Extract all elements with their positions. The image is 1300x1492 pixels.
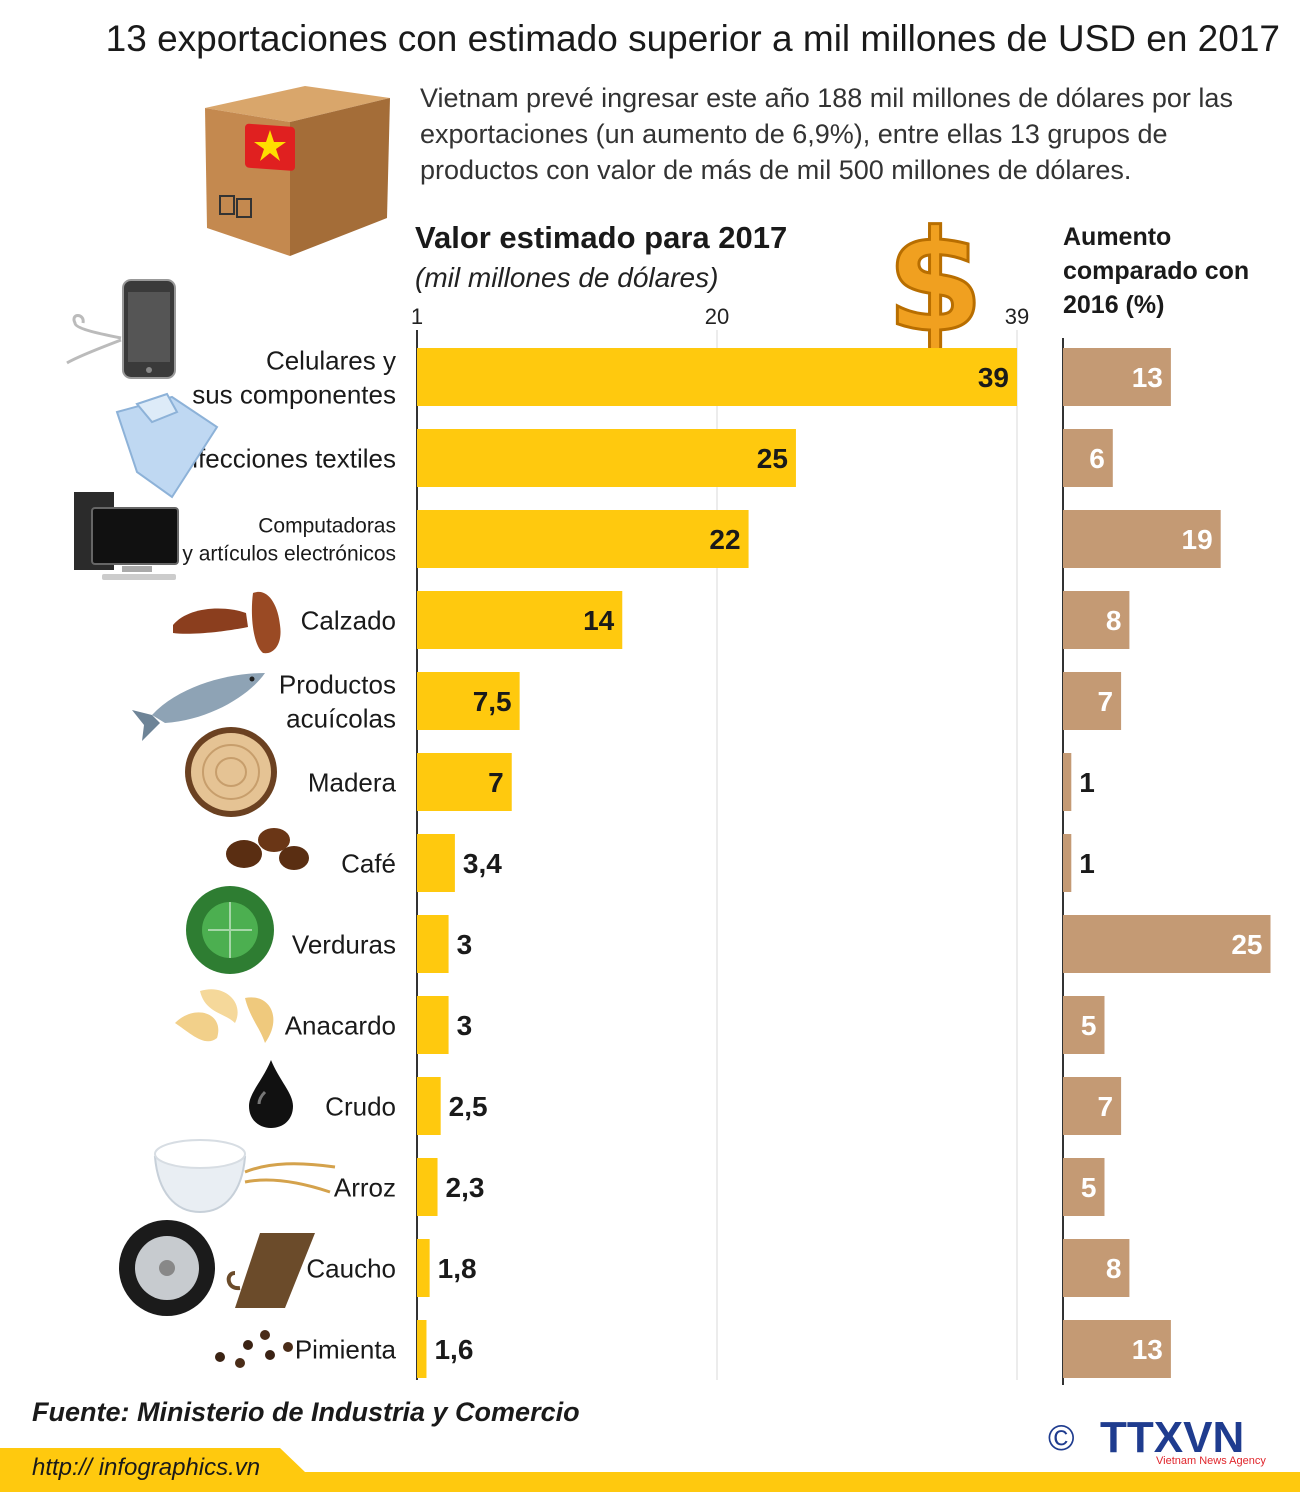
value-bar xyxy=(417,348,1017,406)
value-label: 3 xyxy=(457,929,473,960)
increase-label: 25 xyxy=(1231,929,1262,960)
category-label: acuícolas xyxy=(286,703,396,733)
value-bar xyxy=(417,753,512,811)
coffee-icon xyxy=(226,828,309,870)
increase-label: 5 xyxy=(1081,1010,1097,1041)
category-label: Computadoras xyxy=(258,515,396,538)
intro-text: Vietnam prevé ingresar este año 188 mil … xyxy=(420,83,1233,185)
source-url[interactable]: http:// infographics.vn xyxy=(32,1454,261,1481)
value-bar xyxy=(417,1239,430,1297)
value-bar xyxy=(417,834,455,892)
value-bar xyxy=(417,996,449,1054)
category-label: y artículos electrónicos xyxy=(182,543,396,566)
fish-icon xyxy=(132,673,265,741)
url-band xyxy=(0,1448,1300,1492)
source-note: Fuente: Ministerio de Industria y Comerc… xyxy=(32,1397,580,1427)
rubber-tire-icon xyxy=(119,1220,315,1316)
value-bar xyxy=(417,1320,427,1378)
increase-bar xyxy=(1063,348,1171,406)
increase-label: 8 xyxy=(1106,605,1122,636)
increase-bar xyxy=(1063,834,1072,892)
increase-bar xyxy=(1063,1239,1130,1297)
copyright-symbol: © xyxy=(1048,1417,1075,1458)
cashew-icon xyxy=(175,989,274,1043)
increase-label: 13 xyxy=(1132,1334,1163,1365)
brand-subtitle: Vietnam News Agency xyxy=(1156,1455,1266,1467)
category-label: Caucho xyxy=(306,1253,396,1283)
value-bar xyxy=(417,510,749,568)
increase-bar xyxy=(1063,510,1221,568)
increase-bar xyxy=(1063,996,1105,1054)
value-bar xyxy=(417,591,623,649)
increase-bar xyxy=(1063,429,1113,487)
value-bar xyxy=(417,1077,441,1135)
wood-icon xyxy=(185,727,277,817)
increase-column-title: Aumento comparado con 2016 (%) xyxy=(1063,223,1250,319)
category-label: Anacardo xyxy=(285,1010,396,1040)
value-bar xyxy=(417,1158,438,1216)
category-label: sus componentes xyxy=(192,379,396,409)
computer-icon xyxy=(74,492,179,580)
category-label: Productos xyxy=(279,669,396,699)
phone-icon xyxy=(66,279,176,379)
category-label: Calzado xyxy=(301,605,396,635)
brand-name: TTXVN xyxy=(1100,1413,1244,1462)
category-label: Madera xyxy=(308,767,397,797)
category-label: Café xyxy=(341,848,396,878)
increase-label: 7 xyxy=(1098,1091,1114,1122)
chart-subtitle: (mil millones de dólares) xyxy=(415,262,719,293)
category-label: Verduras xyxy=(292,929,396,959)
x-tick-label: 20 xyxy=(705,304,729,329)
increase-label: 5 xyxy=(1081,1172,1097,1203)
increase-label: 19 xyxy=(1182,524,1213,555)
box-icon xyxy=(205,86,390,256)
value-label: 14 xyxy=(583,605,615,636)
value-label: 1,6 xyxy=(434,1334,473,1365)
ttxvn-logo: © TTXVN Vietnam News Agency xyxy=(1048,1413,1266,1467)
value-label: 39 xyxy=(978,362,1009,393)
increase-label: 1 xyxy=(1079,767,1095,798)
increase-label: 8 xyxy=(1106,1253,1122,1284)
x-tick-label: 1 xyxy=(411,304,423,329)
value-label: 3 xyxy=(457,1010,473,1041)
value-bar xyxy=(417,672,520,730)
value-label: 25 xyxy=(757,443,788,474)
oil-drop-icon xyxy=(249,1060,293,1128)
value-label: 2,3 xyxy=(446,1172,485,1203)
page-title: 13 exportaciones con estimado superior a… xyxy=(105,18,1280,59)
chart-title: Valor estimado para 2017 xyxy=(415,220,788,255)
increase-label: 13 xyxy=(1132,362,1163,393)
dollar-icon: $ xyxy=(885,208,985,353)
increase-label: 6 xyxy=(1089,443,1105,474)
svg-text:$: $ xyxy=(886,208,983,353)
shoes-icon xyxy=(173,591,281,654)
increase-label: 7 xyxy=(1098,686,1114,717)
value-bar xyxy=(417,915,449,973)
value-label: 22 xyxy=(709,524,740,555)
pepper-icon xyxy=(215,1330,293,1368)
category-label: Celulares y xyxy=(266,345,396,375)
value-bar xyxy=(417,429,796,487)
increase-bar xyxy=(1063,753,1072,811)
value-label: 1,8 xyxy=(438,1253,477,1284)
shirt-icon xyxy=(115,392,219,499)
increase-bar xyxy=(1063,672,1122,730)
rice-icon xyxy=(153,1139,336,1214)
increase-bar xyxy=(1063,1158,1105,1216)
increase-bar xyxy=(1063,1320,1171,1378)
cabbage-icon xyxy=(186,886,274,974)
increase-bar xyxy=(1063,1077,1122,1135)
increase-label: 1 xyxy=(1079,848,1095,879)
increase-bar xyxy=(1063,591,1130,649)
value-label: 7 xyxy=(488,767,504,798)
category-label: Pimienta xyxy=(295,1334,397,1364)
value-label: 7,5 xyxy=(473,686,512,717)
increase-bar xyxy=(1063,915,1271,973)
value-label: 2,5 xyxy=(449,1091,488,1122)
x-tick-label: 39 xyxy=(1005,304,1029,329)
category-label: Arroz xyxy=(334,1172,396,1202)
value-label: 3,4 xyxy=(463,848,502,879)
category-label: Crudo xyxy=(325,1091,396,1121)
